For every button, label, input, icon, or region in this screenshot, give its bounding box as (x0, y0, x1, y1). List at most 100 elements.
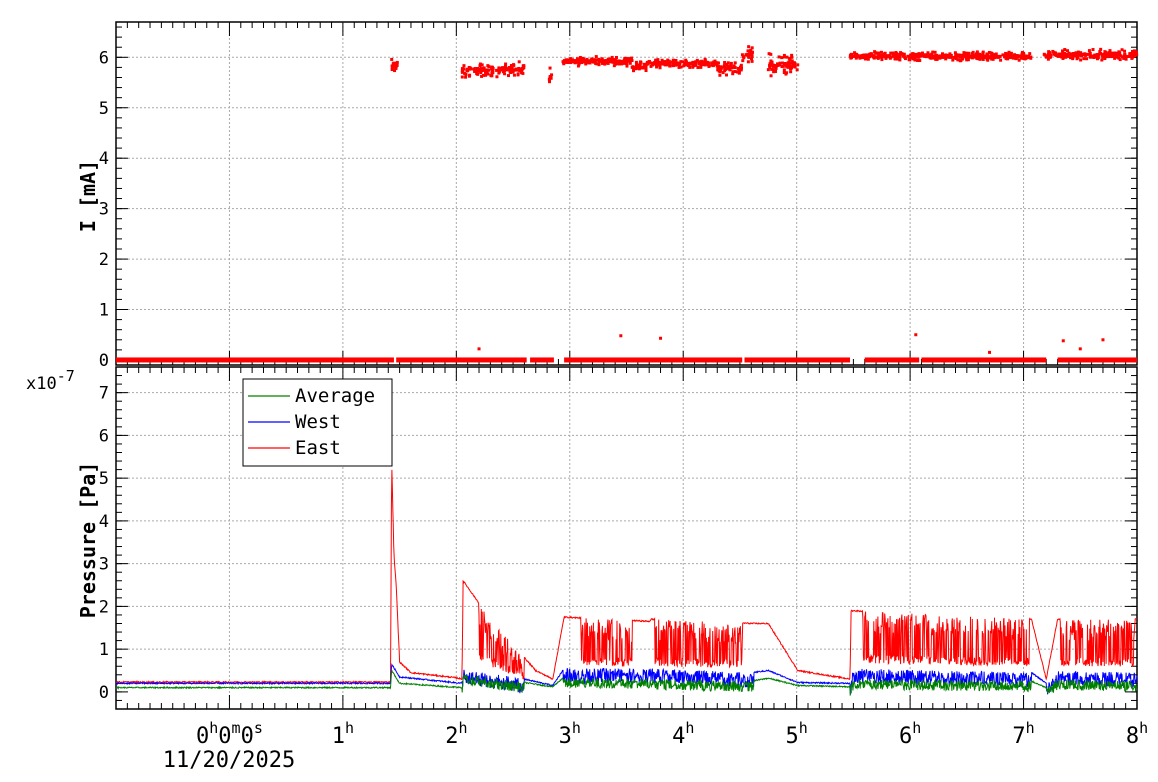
current-point (897, 55, 901, 59)
current-point (961, 54, 965, 58)
current-point (1005, 53, 1009, 57)
current-point (931, 56, 935, 60)
current-point (782, 55, 786, 59)
x-tick-label: 0h0m0s (196, 719, 263, 749)
current-point (895, 52, 899, 56)
current-point (986, 52, 990, 56)
current-point (749, 48, 753, 52)
current-point (861, 53, 865, 57)
current-y-tick-label: 1 (99, 301, 109, 321)
current-point (722, 64, 726, 68)
current-point (627, 59, 631, 63)
x-tick-label-part: 4 (672, 724, 685, 749)
pressure-panel: 0 1 2 3 4 5 6 7 Pressure [Pa] x10-7 Average Wes… (26, 366, 1138, 710)
current-point (737, 67, 741, 71)
current-baseline (864, 357, 920, 363)
current-point (547, 77, 551, 81)
current-point (971, 50, 975, 54)
current-point (580, 59, 584, 63)
current-point (786, 65, 790, 69)
current-point (602, 59, 606, 63)
current-point (1015, 54, 1019, 58)
current-point (638, 60, 642, 64)
current-point (964, 53, 968, 57)
x-tick-label: 2h (445, 719, 467, 749)
current-point (974, 55, 978, 59)
current-point (987, 56, 991, 60)
current-point (497, 70, 501, 74)
current-point (509, 68, 513, 72)
current-point (785, 55, 789, 59)
current-point (521, 66, 525, 70)
current-point (674, 58, 678, 62)
current-point (694, 63, 698, 67)
current-point (767, 52, 771, 56)
current-point (729, 63, 733, 67)
current-point (891, 54, 895, 58)
current-point (478, 68, 482, 72)
current-point (861, 55, 865, 59)
current-point (582, 57, 586, 61)
current-point (774, 64, 778, 68)
current-point (884, 56, 888, 60)
current-point (1061, 51, 1065, 55)
current-point (637, 67, 641, 71)
current-point (957, 54, 961, 58)
current-point (478, 64, 482, 68)
current-point (769, 52, 773, 56)
current-point (1100, 58, 1104, 62)
current-point (487, 68, 491, 72)
current-point (657, 62, 661, 66)
current-point (966, 58, 970, 62)
current-point (1086, 52, 1090, 56)
current-point (790, 55, 794, 59)
current-point (878, 54, 882, 58)
current-point (866, 57, 870, 61)
current-point (954, 57, 958, 61)
x-tick-label: 5h (786, 719, 808, 749)
current-point (594, 55, 598, 59)
current-point (607, 59, 611, 63)
current-point (480, 63, 484, 67)
current-point (614, 62, 618, 66)
x-tick-label: 3h (559, 719, 581, 749)
current-point (946, 53, 950, 57)
current-point (931, 50, 935, 54)
current-point (746, 49, 750, 53)
current-y-ticks: 0 1 2 3 4 5 6 (99, 22, 1138, 371)
current-point (713, 59, 717, 63)
current-point (988, 55, 992, 59)
current-point (1057, 52, 1061, 56)
current-point (615, 60, 619, 64)
current-point (981, 50, 985, 54)
current-point (699, 65, 703, 69)
current-point (676, 61, 680, 65)
current-point (782, 68, 786, 72)
current-point (507, 74, 511, 78)
current-point (896, 57, 900, 61)
current-point (974, 52, 978, 56)
current-point (484, 70, 488, 74)
current-point (949, 53, 953, 57)
current-point (958, 55, 962, 59)
current-point (679, 60, 683, 64)
current-point (628, 57, 632, 61)
current-point (888, 54, 892, 58)
current-point (584, 62, 588, 66)
x-tick-label-part: 0 (196, 724, 209, 749)
current-point (858, 56, 862, 60)
current-point (1123, 54, 1127, 58)
current-point (1048, 51, 1052, 55)
current-point (583, 59, 587, 63)
current-point (952, 55, 956, 59)
current-outlier (477, 347, 481, 351)
current-point (868, 55, 872, 59)
current-point (1122, 56, 1126, 60)
current-point (716, 61, 720, 65)
current-point (592, 60, 596, 64)
current-point (979, 54, 983, 58)
current-point (768, 64, 772, 68)
current-y-tick-label: 6 (99, 48, 109, 68)
current-point (900, 52, 904, 56)
current-point (725, 62, 729, 66)
